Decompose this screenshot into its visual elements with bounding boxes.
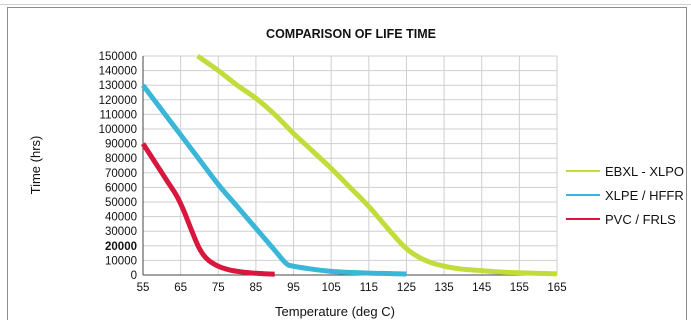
y-tick-label: 140000 (99, 66, 137, 78)
y-tick-label: 20000 (105, 241, 137, 253)
chart-frame (7, 7, 687, 320)
chart-title: COMPARISON OF LIFE TIME (266, 27, 436, 41)
series-line-2 (140, 142, 275, 277)
y-tick-label: 130000 (99, 80, 137, 92)
y-tick-label: 150000 (99, 51, 137, 63)
series-line-1 (141, 83, 407, 277)
y-tick-label: 100000 (99, 124, 137, 136)
legend-label-2: PVC / FRLS (605, 212, 676, 227)
legend-label-1: XLPE / HFFR (605, 188, 684, 203)
x-tick-label: 135 (434, 282, 453, 294)
x-tick-label: 165 (547, 282, 566, 294)
series-line-0 (196, 53, 558, 277)
axes (142, 56, 557, 276)
y-tick-label: 10000 (105, 255, 137, 267)
y-tick-label: 80000 (105, 153, 137, 165)
x-axis-label: Temperature (deg C) (275, 304, 395, 319)
x-tick-label: 155 (510, 282, 529, 294)
y-tick-label: 110000 (99, 109, 137, 121)
x-tick-label: 145 (472, 282, 491, 294)
y-tick-label: 30000 (105, 226, 137, 238)
x-tick-label: 65 (174, 282, 187, 294)
top-border-line (0, 4, 691, 5)
x-tick-labels: 55 65 75 85 95 105 115 125 135 145 155 165 (137, 282, 567, 294)
x-tick-label: 95 (287, 282, 300, 294)
y-tick-labels: 0 10000 20000 30000 40000 50000 60000 70000 8000… (99, 51, 137, 282)
y-tick-label: 60000 (105, 182, 137, 194)
x-tick-label: 75 (212, 282, 225, 294)
y-tick-label: 90000 (105, 139, 137, 151)
y-axis-label: Time (hrs) (28, 136, 43, 195)
series (140, 53, 558, 277)
x-tick-label: 55 (137, 282, 150, 294)
y-tick-label: 120000 (99, 95, 137, 107)
x-tick-label: 105 (322, 282, 341, 294)
y-tick-label: 50000 (105, 197, 137, 209)
legend: EBXL - XLPO XLPE / HFFR PVC / FRLS (566, 164, 684, 227)
x-tick-label: 115 (360, 282, 378, 294)
y-tick-label: 0 (131, 270, 137, 282)
x-tick-label: 125 (397, 282, 416, 294)
y-tick-label: 40000 (105, 212, 137, 224)
legend-label-0: EBXL - XLPO (605, 164, 684, 179)
y-tick-label: 70000 (105, 168, 137, 180)
x-tick-label: 85 (250, 282, 263, 294)
